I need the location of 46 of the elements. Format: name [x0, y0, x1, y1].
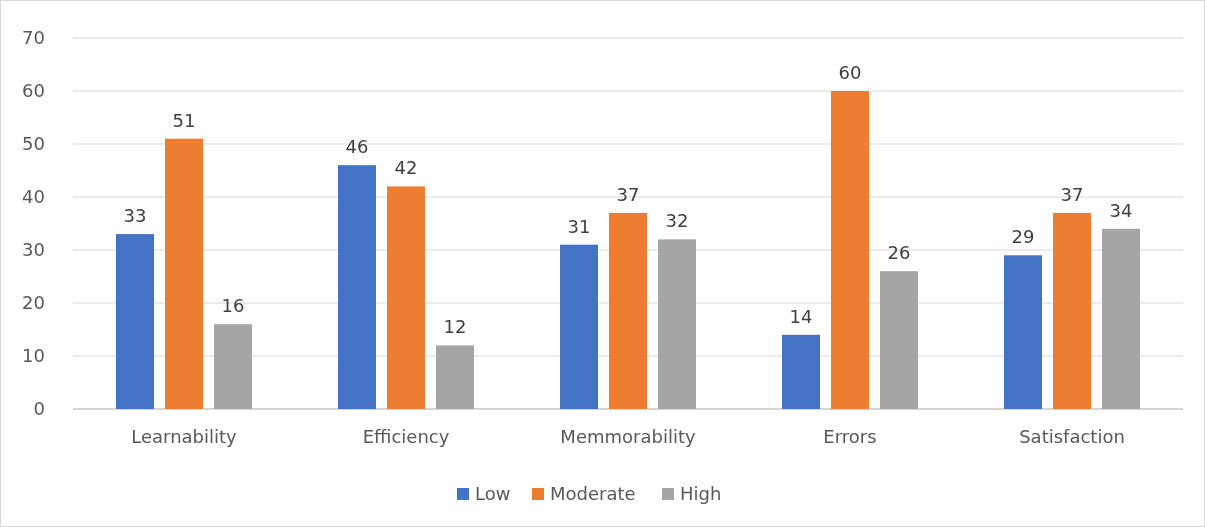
data-label: 33	[123, 205, 147, 227]
data-label: 12	[443, 316, 467, 338]
data-label: 16	[221, 295, 245, 317]
bar	[338, 165, 376, 409]
y-tick-label: 50	[22, 133, 45, 155]
data-label: 31	[567, 215, 591, 237]
bar	[831, 91, 869, 409]
bar	[387, 186, 425, 409]
data-label: 32	[665, 210, 689, 232]
y-tick-label: 20	[22, 292, 45, 314]
bar	[560, 244, 598, 409]
bar	[1102, 228, 1140, 409]
bar	[782, 334, 820, 409]
data-label: 29	[1011, 226, 1035, 248]
x-tick-label: Learnability	[131, 426, 238, 447]
bar	[658, 239, 696, 409]
x-tick-label: Satisfaction	[1019, 426, 1125, 447]
y-tick-label: 0	[33, 398, 45, 420]
legend-label: Moderate	[550, 483, 636, 505]
bar	[880, 271, 918, 409]
bar	[609, 212, 647, 409]
bar	[436, 345, 474, 409]
legend-label: Low	[475, 483, 511, 505]
x-tick-label: Errors	[823, 426, 877, 447]
y-tick-label: 10	[22, 345, 45, 367]
x-tick-label: Efficiency	[362, 426, 450, 447]
legend-label: High	[680, 483, 722, 505]
bar	[1053, 212, 1091, 409]
y-tick-label: 30	[22, 239, 45, 261]
x-tick-label: Memmorability	[560, 426, 696, 447]
data-label: 60	[838, 62, 862, 83]
data-label: 37	[1060, 183, 1084, 205]
data-label: 51	[172, 109, 196, 131]
data-label: 46	[345, 136, 369, 158]
y-tick-label: 70	[22, 27, 45, 49]
data-label: 34	[1109, 199, 1133, 221]
data-label: 37	[616, 183, 640, 205]
bar	[214, 324, 252, 409]
data-label: 26	[887, 242, 911, 264]
y-tick-label: 40	[22, 186, 45, 208]
bar	[1004, 255, 1042, 409]
data-label: 42	[394, 157, 418, 179]
bar	[116, 234, 154, 409]
bar	[165, 138, 203, 409]
data-label: 14	[789, 305, 813, 327]
y-tick-label: 60	[22, 80, 45, 102]
